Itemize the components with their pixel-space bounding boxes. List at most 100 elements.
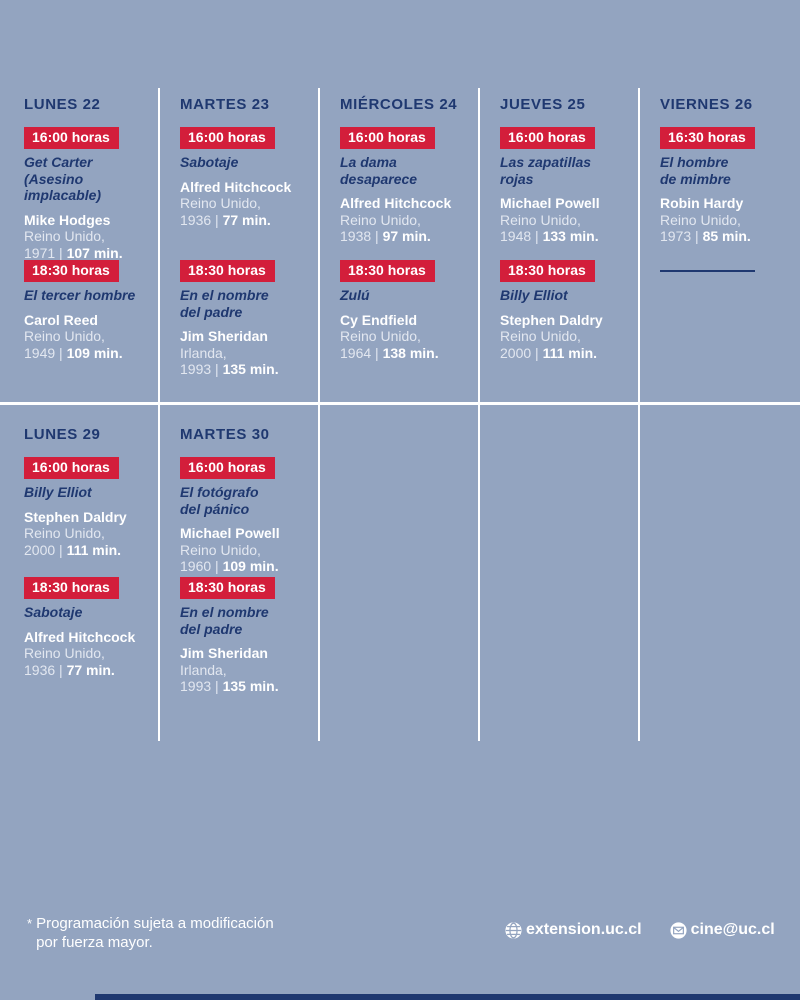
screening-slot: 16:00 horas La dama desaparece Alfred Hi… <box>340 127 472 245</box>
globe-icon <box>505 921 522 939</box>
film-meta: Reino Unido, 1936 | 77 min. <box>180 195 312 228</box>
day-column: JUEVES 25 16:00 horas Las zapatillas roj… <box>480 88 640 402</box>
film-year: 1971 <box>24 244 56 261</box>
film-country: Reino Unido, <box>180 541 261 558</box>
website-label: extension.uc.cl <box>526 921 642 938</box>
film-duration: 77 min. <box>222 211 271 228</box>
meta-separator: | <box>531 228 543 244</box>
footer-contacts: extension.uc.cl cine@uc.cl <box>505 921 775 939</box>
meta-separator: | <box>371 344 383 361</box>
envelope-icon <box>670 921 687 939</box>
film-country: Reino Unido, <box>340 328 421 344</box>
film-title: Get Carter (Asesino implacable) <box>24 154 102 203</box>
film-year: 1973 <box>660 228 692 244</box>
time-badge: 18:30 horas <box>500 260 595 282</box>
film-meta: Reino Unido, 1971 | 107 min. <box>24 228 152 261</box>
film-country: Irlanda, <box>180 661 227 678</box>
film-country: Reino Unido, <box>24 328 105 344</box>
film-duration: 85 min. <box>702 228 751 244</box>
screening-slot: 16:00 horas El fotógrafo del pánico Mich… <box>180 457 312 575</box>
schedule-grid: LUNES 22 16:00 horas Get Carter (Asesino… <box>0 88 800 741</box>
film-meta: Reino Unido, 2000 | 111 min. <box>500 328 632 361</box>
day-header: MARTES 23 <box>180 96 270 113</box>
time-badge: 16:00 horas <box>24 127 119 149</box>
meta-separator: | <box>371 228 383 244</box>
film-title: El tercer hombre <box>24 287 136 303</box>
day-header: MARTES 30 <box>180 426 270 443</box>
film-country: Reino Unido, <box>24 525 105 541</box>
time-badge: 16:00 horas <box>340 127 435 149</box>
meta-separator: | <box>211 678 223 694</box>
time-badge: 16:00 horas <box>500 127 595 149</box>
screening-slot: 18:30 horas En el nombre del padre Jim S… <box>180 260 312 378</box>
film-director: Alfred Hitchcock <box>340 195 452 211</box>
film-title: En el nombre del padre <box>180 604 269 637</box>
meta-separator: | <box>211 558 223 574</box>
film-meta: Reino Unido, 1948 | 133 min. <box>500 212 632 245</box>
website-link[interactable]: extension.uc.cl <box>505 921 642 939</box>
meta-separator: | <box>55 541 67 558</box>
film-country: Reino Unido, <box>500 211 581 228</box>
film-director: Stephen Daldry <box>24 508 127 525</box>
time-badge: 18:30 horas <box>180 577 275 599</box>
day-header: MIÉRCOLES 24 <box>340 96 458 113</box>
film-director: Alfred Hitchcock <box>180 178 292 195</box>
film-year: 1948 <box>500 228 532 244</box>
film-title: El fotógrafo del pánico <box>180 484 259 517</box>
film-title: Billy Elliot <box>500 287 568 303</box>
film-year: 1993 <box>180 361 212 377</box>
film-meta: Reino Unido, 1973 | 85 min. <box>660 212 794 245</box>
film-director: Robin Hardy <box>660 195 744 211</box>
film-duration: 138 min. <box>382 344 439 361</box>
time-badge: 16:00 horas <box>180 127 275 149</box>
film-year: 1936 <box>180 211 212 228</box>
film-duration: 111 min. <box>542 344 598 361</box>
email-label: cine@uc.cl <box>690 921 775 938</box>
film-duration: 109 min. <box>222 558 279 574</box>
meta-separator: | <box>55 661 67 678</box>
footer-note: * Programación sujeta a modificación por … <box>27 914 274 952</box>
film-country: Reino Unido, <box>340 211 421 228</box>
film-title: El hombre de mimbre <box>660 154 731 187</box>
day-column: LUNES 22 16:00 horas Get Carter (Asesino… <box>0 88 160 402</box>
film-director: Stephen Daldry <box>500 311 603 328</box>
film-duration: 135 min. <box>222 678 279 694</box>
film-duration: 97 min. <box>382 228 431 244</box>
meta-separator: | <box>691 228 703 244</box>
film-country: Reino Unido, <box>24 228 105 244</box>
film-title: Las zapatillas rojas <box>500 154 592 187</box>
day-column: MIÉRCOLES 24 16:00 horas La dama desapar… <box>320 88 480 402</box>
film-year: 1936 <box>24 661 56 678</box>
day-header: JUEVES 25 <box>500 96 586 113</box>
asterisk-marker: * <box>27 916 33 931</box>
time-badge: 18:30 horas <box>340 260 435 282</box>
film-duration: 135 min. <box>222 361 279 377</box>
film-meta: Irlanda, 1993 | 135 min. <box>180 662 312 695</box>
time-badge: 16:00 horas <box>24 457 119 479</box>
film-country: Reino Unido, <box>500 328 581 344</box>
film-director: Alfred Hitchcock <box>24 628 136 645</box>
day-header: LUNES 22 <box>24 96 101 113</box>
film-year: 1960 <box>180 558 212 574</box>
film-duration: 109 min. <box>66 344 123 361</box>
screening-slot: 18:30 horas El tercer hombre Carol Reed … <box>24 260 152 361</box>
film-country: Reino Unido, <box>180 195 261 211</box>
film-meta: Irlanda, 1993 | 135 min. <box>180 345 312 378</box>
day-column: LUNES 29 16:00 horas Billy Elliot Stephe… <box>0 405 160 741</box>
meta-separator: | <box>55 244 67 261</box>
time-badge: 16:30 horas <box>660 127 755 149</box>
film-duration: 133 min. <box>542 228 599 244</box>
screening-slot: 18:30 horas Billy Elliot Stephen Daldry … <box>500 260 632 361</box>
meta-separator: | <box>211 211 223 228</box>
film-meta: Reino Unido, 1938 | 97 min. <box>340 212 472 245</box>
film-meta: Reino Unido, 1964 | 138 min. <box>340 328 472 361</box>
time-badge: 18:30 horas <box>24 260 119 282</box>
day-header: LUNES 29 <box>24 426 101 443</box>
film-meta: Reino Unido, 1949 | 109 min. <box>24 328 152 361</box>
time-badge: 18:30 horas <box>180 260 275 282</box>
screening-slot: 18:30 horas Sabotaje Alfred Hitchcock Re… <box>24 577 152 678</box>
film-director: Mike Hodges <box>24 211 111 228</box>
day-column: VIERNES 26 16:30 horas El hombre de mimb… <box>640 88 800 402</box>
email-link[interactable]: cine@uc.cl <box>670 921 775 939</box>
